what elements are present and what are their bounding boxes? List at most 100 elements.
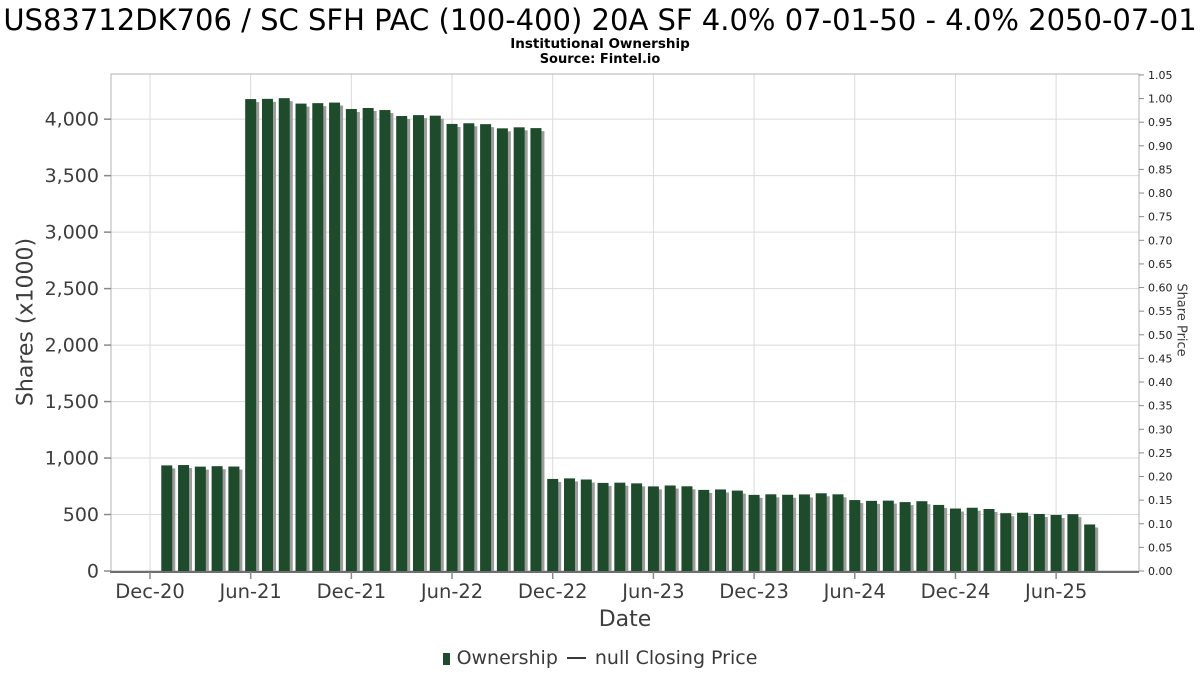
ownership-bar: [631, 483, 643, 571]
ownership-bar: [161, 465, 173, 571]
right-axis-tick-label: 0.85: [1148, 163, 1173, 176]
right-axis-tick-label: 0.35: [1148, 400, 1173, 413]
x-axis-tick-label: Jun-23: [620, 580, 684, 603]
ownership-bar: [882, 500, 894, 571]
ownership-bar: [480, 124, 492, 571]
ownership-bar: [681, 486, 693, 571]
ownership-bar: [412, 115, 424, 572]
x-axis-tick-label: Dec-20: [115, 580, 185, 603]
y-axis-tick-label: 500: [63, 504, 99, 526]
right-axis-tick-label: 0.15: [1148, 494, 1173, 507]
ownership-legend-swatch-icon: [442, 652, 450, 665]
ownership-bar: [312, 103, 324, 571]
right-axis-tick-label: 0.05: [1148, 541, 1173, 554]
ownership-bar: [580, 479, 592, 571]
ownership-bar: [496, 128, 508, 572]
ownership-bar: [1017, 512, 1029, 571]
y-axis-tick-label: 2,000: [45, 335, 99, 357]
right-axis-tick-label: 0.55: [1148, 305, 1173, 318]
ownership-bar: [547, 478, 559, 571]
y-axis-tick-label: 3,000: [45, 222, 99, 244]
ownership-bar: [866, 500, 878, 571]
ownership-bar: [1084, 524, 1096, 571]
chart-source: Source: Fintel.io: [539, 52, 661, 67]
y-axis-label-share-price: Share Price: [1173, 283, 1189, 357]
y-axis-tick-label: 1,000: [45, 448, 99, 470]
chart-legend: Ownership null Closing Price: [0, 647, 1200, 669]
x-axis-label-date: Date: [598, 607, 652, 632]
ownership-bar: [513, 127, 525, 571]
ownership-bar: [664, 485, 676, 571]
ownership-bar: [1067, 514, 1079, 571]
ownership-bar: [933, 504, 945, 571]
right-axis-tick-label: 0.00: [1148, 565, 1173, 578]
ownership-bar: [1033, 513, 1045, 571]
ownership-bar: [345, 109, 357, 572]
ownership-bar: [597, 482, 609, 571]
y-axis-label-shares: Shares (x1000): [13, 237, 39, 407]
ownership-bar: [966, 507, 978, 571]
y-axis-tick-label: 2,500: [45, 278, 99, 300]
right-axis-tick-label: 0.95: [1148, 116, 1173, 129]
x-axis-tick-label: Dec-21: [317, 580, 387, 603]
ownership-bar: [731, 490, 743, 571]
ownership-bar: [530, 128, 542, 571]
ownership-bar: [647, 486, 659, 571]
right-axis-tick-label: 0.65: [1148, 258, 1173, 271]
ownership-bar: [765, 494, 777, 571]
ownership-bar: [362, 107, 374, 571]
right-axis-tick-label: 0.50: [1148, 329, 1173, 342]
ownership-bar: [261, 98, 273, 571]
right-axis-tick-label: 1.05: [1148, 69, 1173, 82]
ownership-bar: [748, 494, 760, 571]
x-axis-tick-label: Jun-25: [1023, 580, 1087, 603]
right-axis-tick-label: 0.45: [1148, 352, 1173, 365]
y-axis-tick-label: 4,000: [45, 109, 99, 131]
ownership-bar: [379, 110, 391, 571]
right-axis-tick-label: 0.70: [1148, 234, 1173, 247]
x-axis-tick-label: Jun-24: [822, 580, 886, 603]
right-axis-tick-label: 0.60: [1148, 282, 1173, 295]
x-axis-tick-label: Dec-24: [921, 580, 991, 603]
right-axis-tick-label: 0.30: [1148, 423, 1173, 436]
ownership-bar: [1000, 513, 1012, 571]
closing-price-legend-label: null Closing Price: [594, 647, 758, 669]
right-axis-tick-label: 0.90: [1148, 140, 1173, 153]
ownership-bar: [949, 508, 961, 571]
ownership-bar: [228, 466, 240, 571]
ownership-bar: [211, 466, 223, 571]
x-axis-tick-label: Jun-21: [218, 580, 282, 603]
right-axis-tick-label: 0.20: [1148, 471, 1173, 484]
ownership-bar: [614, 482, 626, 571]
ownership-bar: [463, 123, 475, 572]
chart-subtitle: Institutional Ownership: [510, 36, 690, 52]
x-axis-tick-label: Dec-23: [719, 580, 789, 603]
ownership-legend-label: Ownership: [456, 647, 558, 669]
ownership-bar: [564, 478, 575, 571]
y-axis-tick-label: 3,500: [45, 165, 99, 187]
right-axis-tick-label: 0.40: [1148, 376, 1173, 389]
right-axis-tick-label: 0.10: [1148, 518, 1173, 531]
ownership-bar: [329, 102, 341, 571]
ownership-bar: [178, 465, 190, 571]
ownership-bar: [295, 103, 307, 572]
ownership-bar: [715, 489, 727, 571]
ownership-bar: [278, 98, 290, 571]
y-axis-tick-label: 1,500: [45, 391, 99, 413]
ownership-bar: [396, 116, 408, 571]
right-axis-tick-label: 0.80: [1148, 187, 1173, 200]
ownership-bar: [832, 494, 844, 571]
right-axis-tick-label: 0.75: [1148, 211, 1173, 224]
right-axis-tick-label: 1.00: [1148, 93, 1173, 106]
page-title: US83712DK706 / SC SFH PAC (100-400) 20A …: [3, 3, 1197, 37]
ownership-bar: [782, 494, 794, 571]
ownership-bar: [849, 500, 861, 571]
ownership-bar: [446, 123, 458, 572]
ownership-bar: [899, 502, 911, 571]
ownership-bar: [1050, 514, 1062, 571]
x-axis-tick-label: Jun-22: [419, 580, 483, 603]
x-axis-tick-label: Dec-22: [518, 580, 588, 603]
ownership-bar: [916, 501, 928, 571]
y-axis-tick-label: 0: [87, 561, 99, 583]
